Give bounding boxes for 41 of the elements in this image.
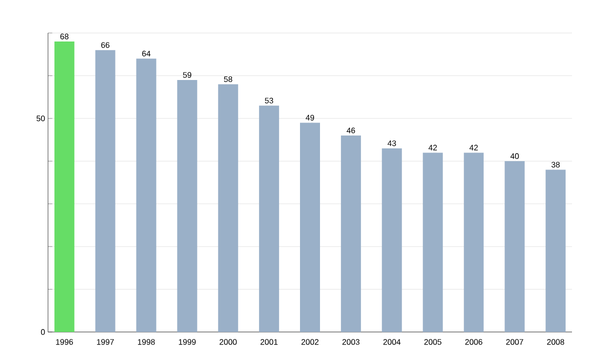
data-label: 42 xyxy=(469,144,478,150)
data-label: 46 xyxy=(346,128,356,134)
x-tick-label: 1996 xyxy=(56,339,73,345)
x-tick-label: 2003 xyxy=(342,339,360,345)
data-label: 49 xyxy=(306,114,314,120)
bar xyxy=(54,42,74,332)
x-tick-label: 2006 xyxy=(465,339,482,345)
data-label: 40 xyxy=(510,153,519,159)
bar xyxy=(177,80,198,332)
bar xyxy=(546,170,566,332)
x-tick-label: 2004 xyxy=(383,339,401,345)
x-tick-label: 1997 xyxy=(97,339,114,345)
bar xyxy=(464,152,484,332)
data-label: 43 xyxy=(388,140,396,146)
data-label: 42 xyxy=(428,144,437,150)
x-tick-label: 2007 xyxy=(506,339,524,345)
bar xyxy=(95,50,116,332)
data-label: 68 xyxy=(60,34,68,40)
x-tick-label: 2002 xyxy=(302,339,318,345)
bar xyxy=(382,148,402,332)
x-tick-label: 1998 xyxy=(138,339,155,345)
data-label: 59 xyxy=(183,72,192,78)
data-label: 58 xyxy=(224,76,232,82)
bar xyxy=(136,58,156,332)
x-tick-label: 2000 xyxy=(220,339,237,345)
x-tick-label: 2001 xyxy=(260,339,278,345)
bar xyxy=(259,106,280,332)
bar xyxy=(504,161,525,332)
bar xyxy=(422,152,443,332)
bar xyxy=(340,136,361,332)
y-tick-label: 0 xyxy=(41,329,45,335)
x-tick-label: 1999 xyxy=(178,339,196,345)
bar xyxy=(300,122,320,332)
x-tick-label: 2005 xyxy=(424,339,442,345)
x-tick-label: 2008 xyxy=(547,339,564,345)
data-label: 38 xyxy=(551,162,560,168)
bar xyxy=(218,84,238,332)
data-label: 64 xyxy=(142,50,150,56)
data-label: 53 xyxy=(264,98,274,104)
y-tick-label: 50 xyxy=(36,116,45,122)
data-label: 66 xyxy=(101,42,110,48)
